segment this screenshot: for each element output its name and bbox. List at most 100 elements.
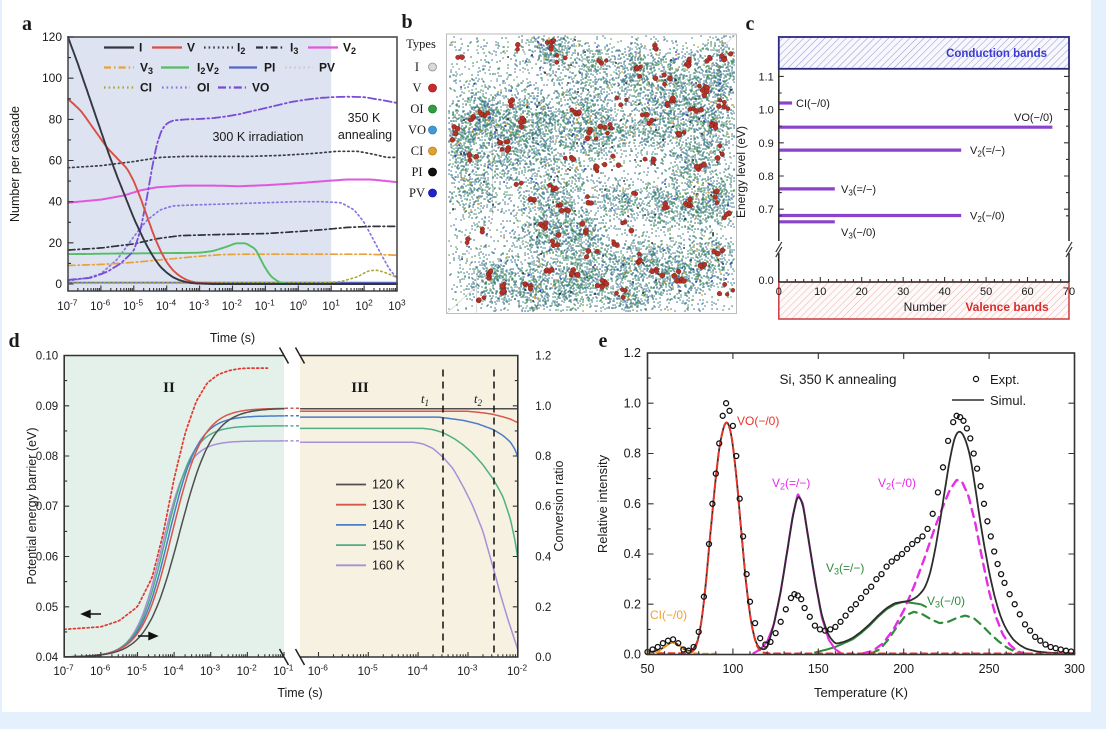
svg-text:300: 300 xyxy=(1064,662,1085,676)
svg-text:140 K: 140 K xyxy=(372,518,405,532)
svg-text:0.8: 0.8 xyxy=(759,171,774,183)
svg-text:Conduction bands: Conduction bands xyxy=(946,48,1047,60)
svg-text:0.4: 0.4 xyxy=(535,552,552,564)
svg-text:Simul.: Simul. xyxy=(990,393,1026,408)
svg-text:I: I xyxy=(139,41,142,55)
svg-text:b: b xyxy=(401,11,412,33)
svg-text:Valence bands: Valence bands xyxy=(965,300,1049,314)
svg-text:d: d xyxy=(8,330,19,352)
svg-text:Number: Number xyxy=(904,300,947,314)
svg-text:0.8: 0.8 xyxy=(624,447,641,461)
svg-text:V3(−/0): V3(−/0) xyxy=(927,594,965,610)
svg-text:0.4: 0.4 xyxy=(624,547,641,561)
svg-text:Potential energy barrier (eV): Potential energy barrier (eV) xyxy=(25,427,39,584)
svg-text:20: 20 xyxy=(49,236,63,250)
svg-text:50: 50 xyxy=(980,286,992,298)
svg-text:PV: PV xyxy=(409,186,425,200)
svg-text:V2(−/0): V2(−/0) xyxy=(970,211,1005,224)
svg-text:Temperature (K): Temperature (K) xyxy=(814,685,908,700)
svg-text:1.2: 1.2 xyxy=(624,346,641,360)
svg-text:V2(=/−): V2(=/−) xyxy=(772,476,810,492)
svg-text:I2: I2 xyxy=(237,41,245,57)
svg-text:V: V xyxy=(187,41,195,55)
svg-text:1.2: 1.2 xyxy=(535,351,551,363)
svg-text:150: 150 xyxy=(808,662,829,676)
svg-text:III: III xyxy=(351,380,369,396)
svg-text:Types: Types xyxy=(406,37,436,51)
svg-text:350 K: 350 K xyxy=(348,111,381,125)
svg-text:OI: OI xyxy=(410,102,423,116)
svg-text:0.04: 0.04 xyxy=(36,652,59,664)
svg-text:0.08: 0.08 xyxy=(36,451,58,463)
svg-text:VO(−/0): VO(−/0) xyxy=(737,414,779,428)
svg-text:0: 0 xyxy=(55,277,62,291)
svg-text:VO: VO xyxy=(252,81,269,95)
svg-text:Time (s): Time (s) xyxy=(277,686,322,700)
svg-text:0.9: 0.9 xyxy=(759,138,774,150)
svg-text:c: c xyxy=(746,13,755,35)
svg-text:20: 20 xyxy=(856,286,868,298)
svg-text:70: 70 xyxy=(1063,286,1075,298)
svg-text:40: 40 xyxy=(938,286,950,298)
svg-text:V3(−/0): V3(−/0) xyxy=(841,227,876,240)
svg-text:CI(−/0): CI(−/0) xyxy=(796,98,830,110)
svg-text:120: 120 xyxy=(42,30,62,44)
svg-text:e: e xyxy=(599,330,608,352)
svg-text:100: 100 xyxy=(42,71,62,85)
svg-text:V3(=/−): V3(=/−) xyxy=(826,561,864,577)
svg-text:0: 0 xyxy=(776,286,782,298)
svg-text:60: 60 xyxy=(49,154,63,168)
svg-text:OI: OI xyxy=(197,81,210,95)
svg-text:II: II xyxy=(163,380,175,396)
svg-text:annealing: annealing xyxy=(338,128,392,142)
svg-text:V2(=/−): V2(=/−) xyxy=(970,145,1005,158)
svg-text:60: 60 xyxy=(1021,286,1033,298)
svg-text:0.0: 0.0 xyxy=(535,652,551,664)
svg-text:CI: CI xyxy=(140,81,152,95)
svg-text:t1: t1 xyxy=(421,392,429,408)
svg-text:150 K: 150 K xyxy=(372,538,405,552)
svg-text:Si, 350 K annealing: Si, 350 K annealing xyxy=(779,372,896,387)
svg-text:80: 80 xyxy=(49,112,63,126)
svg-text:Relative intensity: Relative intensity xyxy=(595,454,610,553)
svg-text:t2: t2 xyxy=(474,392,482,408)
svg-text:Time (s): Time (s) xyxy=(210,331,255,345)
svg-text:0.07: 0.07 xyxy=(36,501,58,513)
svg-text:1.0: 1.0 xyxy=(759,105,774,117)
svg-text:Conversion ratio: Conversion ratio xyxy=(552,460,566,551)
svg-text:V3(=/−): V3(=/−) xyxy=(841,184,876,197)
svg-text:10: 10 xyxy=(814,286,826,298)
svg-text:0.7: 0.7 xyxy=(759,204,774,216)
svg-text:40: 40 xyxy=(49,195,63,209)
svg-text:CI(−/0): CI(−/0) xyxy=(650,608,687,622)
svg-text:0.0: 0.0 xyxy=(759,275,774,287)
svg-text:Number per cascade: Number per cascade xyxy=(8,106,22,222)
svg-text:0.8: 0.8 xyxy=(535,451,551,463)
svg-text:0.09: 0.09 xyxy=(36,401,58,413)
svg-text:50: 50 xyxy=(641,662,655,676)
svg-text:PV: PV xyxy=(319,61,335,75)
svg-text:I3: I3 xyxy=(290,41,298,57)
svg-text:300 K irradiation: 300 K irradiation xyxy=(212,130,303,144)
svg-text:100: 100 xyxy=(722,662,743,676)
svg-text:120 K: 120 K xyxy=(372,478,405,492)
svg-text:1.0: 1.0 xyxy=(624,396,641,410)
svg-text:250: 250 xyxy=(979,662,1000,676)
svg-text:0.05: 0.05 xyxy=(36,602,58,614)
svg-text:30: 30 xyxy=(897,286,909,298)
svg-text:160 K: 160 K xyxy=(372,559,405,573)
svg-text:Expt.: Expt. xyxy=(990,372,1020,387)
svg-text:I: I xyxy=(415,60,419,74)
svg-text:0.6: 0.6 xyxy=(535,501,551,513)
svg-text:0.0: 0.0 xyxy=(624,648,641,662)
svg-text:VO(−/0): VO(−/0) xyxy=(1014,112,1053,124)
svg-text:0.2: 0.2 xyxy=(535,602,551,614)
svg-text:1.0: 1.0 xyxy=(535,401,551,413)
svg-text:0.10: 0.10 xyxy=(36,351,58,363)
svg-text:200: 200 xyxy=(893,662,914,676)
svg-text:V2(−/0): V2(−/0) xyxy=(878,476,916,492)
svg-text:CI: CI xyxy=(411,144,424,158)
svg-text:I2: I2 xyxy=(197,61,205,77)
svg-text:PI: PI xyxy=(264,61,275,75)
svg-text:130 K: 130 K xyxy=(372,498,405,512)
